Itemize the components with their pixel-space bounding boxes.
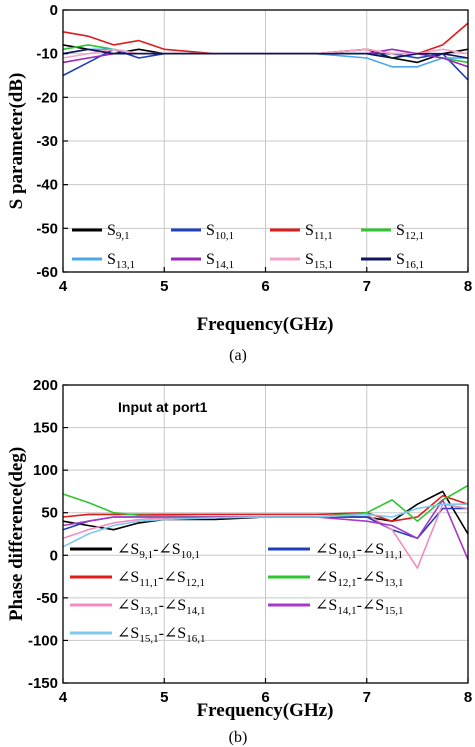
panel-b-legend-label-3: ∠S12,1-∠S13,1 [315,569,403,589]
panel-a: 4 5 6 7 80-10-20-30-40-50-60 S9,1 S10,1 S11,1 S… [6,2,472,364]
a-y-tick-label: -30 [36,133,58,150]
b-y-tick-label: -50 [36,590,58,607]
panel-b-legend-label-0: ∠S9,1-∠S10,1 [117,541,200,561]
a-x-tick-label: 7 [363,278,371,295]
panel-a-ticks: 4 5 6 7 8 0 -10 -20 -30 -40 -50 -60 [36,2,472,295]
b-x-tick-label: 5 [160,689,168,706]
b-y-tick-label: 50 [41,505,58,522]
b-y-tick-label: -150 [28,675,58,692]
panel-a-caption: (a) [229,347,247,364]
a-x-tick-label: 6 [261,278,269,295]
panel-b-annotation: Input at port1 [118,399,208,415]
panel-b-ticks: 4 5 6 7 8 200 150 100 50 0 -50 -100 -150 [28,377,472,706]
panel-a-legend-label-2: S11,1 [305,222,333,242]
a-y-tick-label: -50 [36,220,58,237]
panel-b-x-axis-label: Frequency(GHz) [197,700,334,721]
b-x-tick-label: 6 [261,689,269,706]
panel-a-legend-label-7: S16,1 [396,251,424,271]
a-y-tick-label: -60 [36,264,58,281]
a-x-tick-label: 4 [59,278,68,295]
panel-b-legend-label-5: ∠S14,1-∠S15,1 [315,597,403,617]
b-y-tick-label: 150 [33,420,58,437]
b-y-tick-label: 0 [50,547,58,564]
panel-a-legend-label-4: S13,1 [107,251,135,271]
b-y-tick-label: -100 [28,632,58,649]
panel-a-legend-label-6: S15,1 [305,251,333,271]
b-x-tick-label: 4 [59,689,68,706]
a-y-tick-label: -20 [36,89,58,106]
a-y-tick-label: 0 [50,2,58,19]
panel-a-legend-label-5: S14,1 [206,251,234,271]
a-x-tick-label: 8 [464,278,472,295]
b-series-line-6 [62,503,468,548]
panel-a-legend-label-3: S12,1 [396,222,424,242]
a-series-line-7 [62,48,469,59]
panel-b-legend-label-2: ∠S11,1-∠S12,1 [117,569,205,589]
b-y-tick-label: 100 [33,462,58,479]
b-x-tick-label: 7 [363,689,371,706]
b-x-tick-label: 8 [464,689,472,706]
panel-b-caption: (b) [229,729,248,746]
panel-a-y-axis-label: S parameter(dB) [6,73,27,210]
b-series-line-2 [62,494,469,523]
a-y-tick-label: -40 [36,177,58,194]
panel-b-legend: ∠S9,1-∠S10,1 ∠S10,1-∠S11,1 ∠S11,1-∠S12,1 ∠S… [70,541,403,645]
b-y-tick-label: 200 [33,377,58,394]
panel-b-legend-label-6: ∠S15,1-∠S16,1 [117,625,205,645]
panel-b-series [62,484,469,569]
panel-a-legend: S9,1 S10,1 S11,1 S12,1 S13,1 S14,1 S15,1 S16,1 [72,222,424,271]
panel-b-legend-label-1: ∠S10,1-∠S11,1 [315,541,403,561]
panel-b-legend-label-4: ∠S13,1-∠S14,1 [117,597,205,617]
panel-a-legend-label-1: S10,1 [206,222,234,242]
a-y-tick-label: -10 [36,46,58,63]
a-x-tick-label: 5 [160,278,168,295]
panel-b-y-axis-label: Phase difference(deg) [6,447,27,621]
panel-a-legend-label-0: S9,1 [107,222,130,242]
panel-a-series [62,22,469,81]
panel-a-x-axis-label: Frequency(GHz) [197,314,334,335]
panel-b: 4 5 6 7 8 200 150 100 50 0 -50 -100 -150 Input at po… [6,377,472,746]
panel-b-grid [63,385,468,683]
